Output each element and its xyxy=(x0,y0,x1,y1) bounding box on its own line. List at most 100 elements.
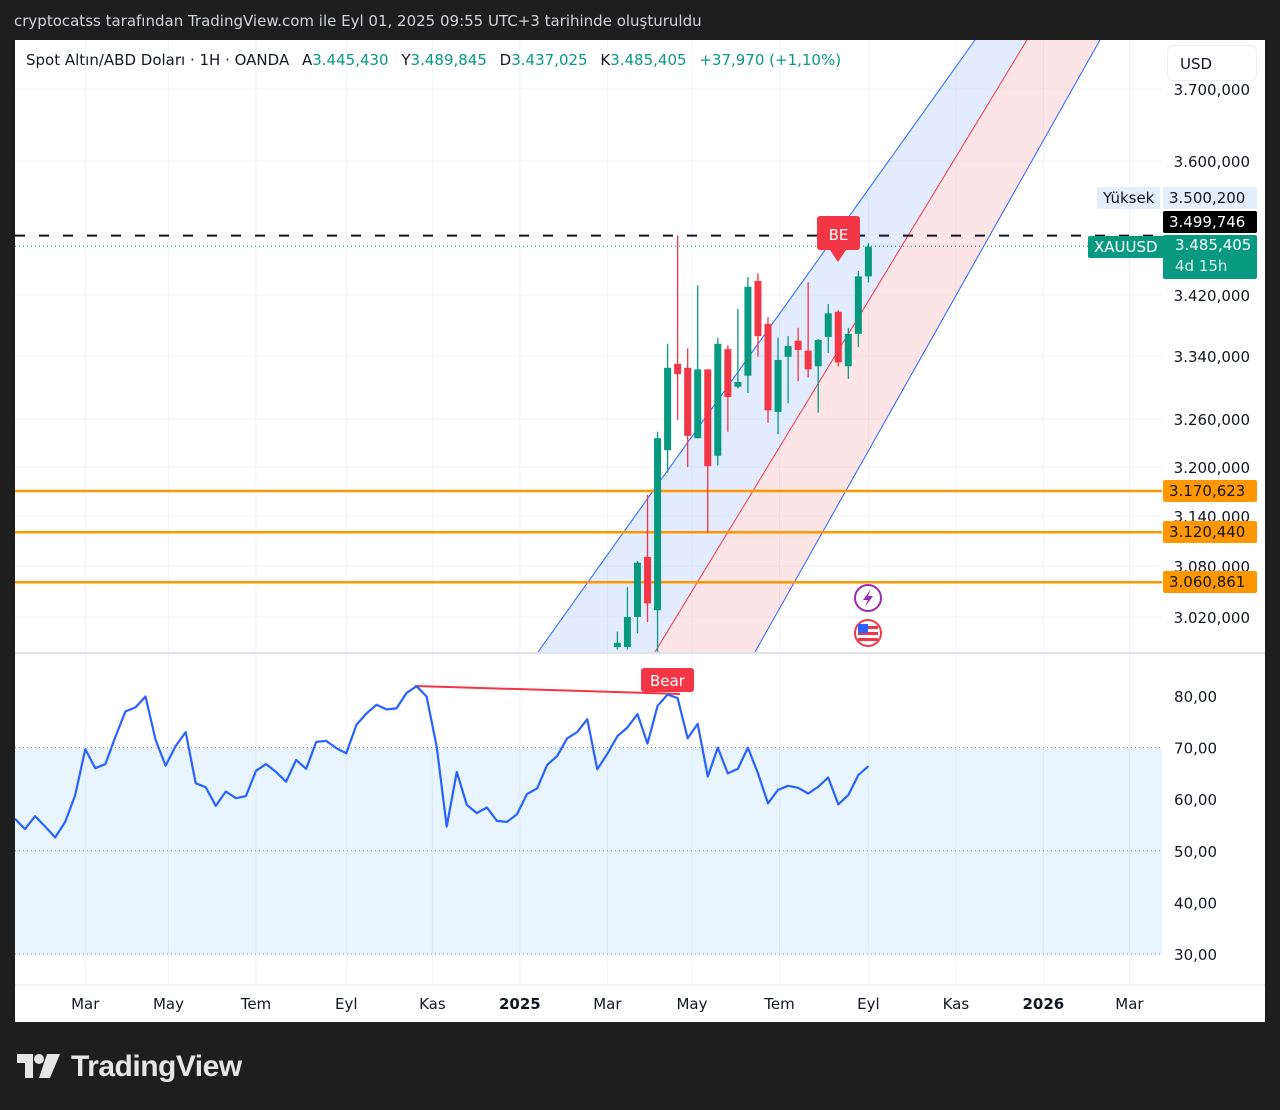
candle[interactable] xyxy=(754,273,762,357)
candle-body xyxy=(764,323,772,411)
be-marker[interactable]: BE xyxy=(817,216,860,262)
bar-countdown: 4d 15h xyxy=(1175,257,1228,275)
level-price-tag: 3.120,440 xyxy=(1163,521,1257,544)
candle[interactable] xyxy=(764,317,772,423)
currency-button[interactable]: USD xyxy=(1167,45,1257,81)
candle[interactable] xyxy=(724,345,732,432)
candle[interactable] xyxy=(734,308,742,389)
bear-divergence-line[interactable] xyxy=(414,685,681,695)
time-axis-label: May xyxy=(676,995,707,1013)
time-axis-label: Eyl xyxy=(335,995,358,1013)
candle-body xyxy=(844,333,852,367)
candle-body xyxy=(704,369,712,467)
channel-lower-line[interactable] xyxy=(754,40,1101,652)
high-value: 3.489,845 xyxy=(410,51,487,69)
change-value: +37,970 (+1,10%) xyxy=(699,51,842,69)
candle[interactable] xyxy=(674,235,682,420)
time-axis-label: Tem xyxy=(763,995,794,1013)
candle-body xyxy=(654,438,662,611)
candle-body xyxy=(814,339,822,367)
time-axis-label: Mar xyxy=(71,995,100,1013)
price-axis-label: 3.200,000 xyxy=(1174,459,1250,477)
rsi-line[interactable] xyxy=(15,685,870,839)
open-value: 3.445,430 xyxy=(312,51,389,69)
candle-body xyxy=(794,340,802,350)
candle[interactable] xyxy=(623,587,631,650)
time-axis-label: May xyxy=(153,995,184,1013)
candle[interactable] xyxy=(864,242,872,283)
us-flag-icon[interactable] xyxy=(854,619,882,647)
candle[interactable] xyxy=(824,304,832,353)
rsi-axis-label: 80,00 xyxy=(1174,688,1217,706)
channel-upper-line[interactable] xyxy=(537,40,976,652)
candle[interactable] xyxy=(694,285,702,439)
candle-body xyxy=(804,350,812,370)
last-price-value: 3.485,405 xyxy=(1175,236,1252,254)
level-price-tag: 3.170,623 xyxy=(1163,479,1257,502)
rsi-axis-label: 70,00 xyxy=(1174,740,1217,758)
candle-body xyxy=(633,562,641,617)
grid xyxy=(15,40,1162,985)
time-axis-label: Tem xyxy=(240,995,271,1013)
candle[interactable] xyxy=(834,310,842,367)
open-label: A xyxy=(301,51,313,69)
candle-body xyxy=(724,349,732,397)
candle-body xyxy=(644,556,652,604)
candle[interactable] xyxy=(664,343,672,473)
rsi-band-fill xyxy=(15,748,1162,954)
tradingview-logo: TradingView xyxy=(17,1050,242,1084)
candle[interactable] xyxy=(844,327,852,379)
candle-body xyxy=(694,369,702,439)
time-axis-label: Kas xyxy=(943,995,970,1013)
rsi-axis-label: 40,00 xyxy=(1174,894,1217,912)
last-symbol-tag: XAUUSD xyxy=(1088,236,1164,258)
high-label: Y xyxy=(401,51,411,69)
candle-body xyxy=(684,367,692,436)
candle-body xyxy=(864,246,872,277)
bear-marker[interactable]: Bear xyxy=(641,668,694,692)
candle[interactable] xyxy=(644,494,652,623)
candle[interactable] xyxy=(794,327,802,382)
candle[interactable] xyxy=(774,337,782,435)
candle[interactable] xyxy=(814,339,822,413)
bear-label: Bear xyxy=(650,672,686,690)
candle-body xyxy=(623,617,631,648)
candle[interactable] xyxy=(714,337,722,466)
candle-body xyxy=(613,642,621,648)
level-price-tag: 3.060,861 xyxy=(1163,571,1257,594)
candle-body xyxy=(674,363,682,375)
time-axis-label: Mar xyxy=(1115,995,1144,1013)
candle[interactable] xyxy=(613,631,621,650)
high-tag-label: Yüksek xyxy=(1097,187,1161,209)
last-price-tag: 3.485,405 4d 15h xyxy=(1163,235,1257,279)
be-label: BE xyxy=(829,226,849,244)
close-label: K xyxy=(600,51,611,69)
chart-panel[interactable] xyxy=(15,40,1265,1022)
candle[interactable] xyxy=(784,336,792,404)
candle-body xyxy=(734,381,742,387)
candle-body xyxy=(854,276,862,334)
candle[interactable] xyxy=(854,271,862,347)
candle[interactable] xyxy=(744,277,752,394)
time-axis-label: 2026 xyxy=(1023,995,1065,1013)
time-axis-label: Kas xyxy=(419,995,446,1013)
candle[interactable] xyxy=(804,282,812,378)
symbol-legend[interactable]: Spot Altın/ABD Doları · 1H · OANDA A3.44… xyxy=(26,51,841,69)
high-line-tag: 3.499,746 xyxy=(1163,211,1257,233)
symbol-title: Spot Altın/ABD Doları · 1H · OANDA xyxy=(26,51,290,69)
candle[interactable] xyxy=(654,431,662,653)
tradingview-logo-icon xyxy=(17,1054,60,1078)
candle[interactable] xyxy=(633,561,641,634)
time-axis-label: 2025 xyxy=(499,995,541,1013)
close-value: 3.485,405 xyxy=(610,51,687,69)
price-axis-label: 3.600,000 xyxy=(1174,153,1250,171)
high-tag-value: 3.500,200 xyxy=(1163,187,1257,209)
low-label: D xyxy=(499,51,512,69)
low-value: 3.437,025 xyxy=(511,51,588,69)
candle-body xyxy=(754,280,762,337)
candle[interactable] xyxy=(684,348,692,467)
lightning-icon[interactable] xyxy=(854,584,882,612)
time-axis-label: Mar xyxy=(593,995,622,1013)
candle[interactable] xyxy=(704,369,712,533)
